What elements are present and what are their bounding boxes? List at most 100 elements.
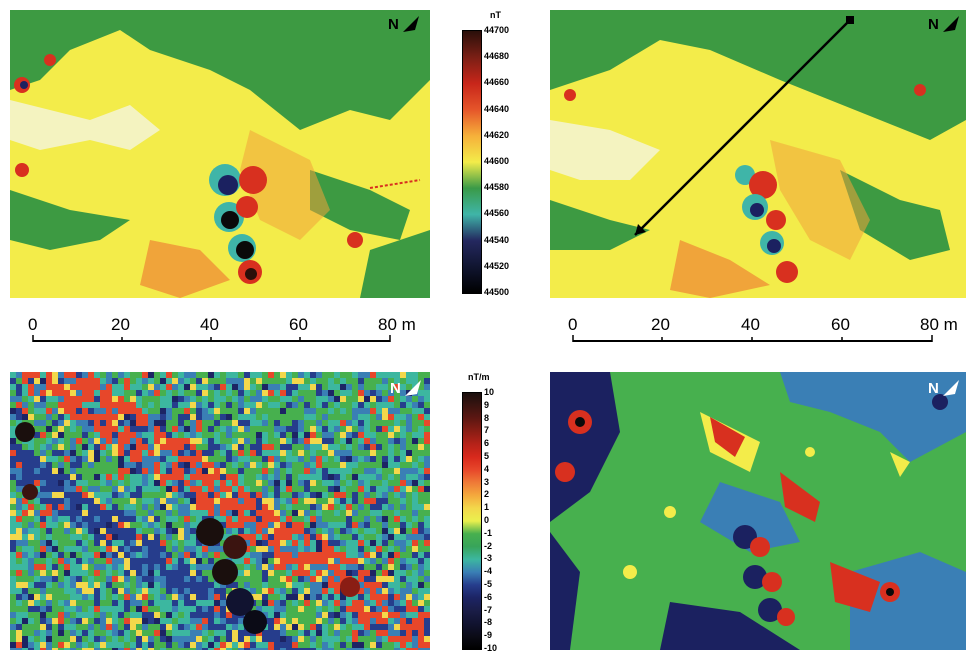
noise-cell xyxy=(376,474,382,480)
noise-cell xyxy=(58,426,64,432)
noise-cell xyxy=(28,450,34,456)
noise-cell xyxy=(136,504,142,510)
noise-cell xyxy=(70,462,76,468)
noise-cell xyxy=(70,426,76,432)
noise-cell xyxy=(376,528,382,534)
noise-cell xyxy=(106,510,112,516)
noise-cell xyxy=(76,390,82,396)
noise-cell xyxy=(196,564,202,570)
noise-cell xyxy=(256,468,262,474)
noise-cell xyxy=(424,642,430,648)
noise-cell xyxy=(64,402,70,408)
noise-cell xyxy=(358,612,364,618)
noise-cell xyxy=(424,546,430,552)
noise-cell xyxy=(316,474,322,480)
noise-cell xyxy=(424,600,430,606)
noise-cell xyxy=(358,522,364,528)
noise-cell xyxy=(370,504,376,510)
noise-cell xyxy=(316,636,322,642)
noise-cell xyxy=(208,630,214,636)
noise-cell xyxy=(226,612,232,618)
noise-cell xyxy=(100,558,106,564)
noise-cell xyxy=(322,372,328,378)
noise-cell xyxy=(166,480,172,486)
noise-cell xyxy=(346,528,352,534)
noise-cell xyxy=(142,618,148,624)
noise-cell xyxy=(100,630,106,636)
noise-cell xyxy=(76,546,82,552)
noise-cell xyxy=(124,492,130,498)
noise-cell xyxy=(178,486,184,492)
noise-cell xyxy=(340,636,346,642)
noise-cell xyxy=(148,456,154,462)
noise-cell xyxy=(292,432,298,438)
noise-cell xyxy=(46,408,52,414)
north-label-bottom-left: N xyxy=(390,379,401,397)
noise-cell xyxy=(82,564,88,570)
noise-cell xyxy=(190,552,196,558)
noise-cell xyxy=(16,600,22,606)
noise-cell xyxy=(388,528,394,534)
noise-cell xyxy=(328,408,334,414)
noise-cell xyxy=(256,600,262,606)
noise-cell xyxy=(34,462,40,468)
noise-cell xyxy=(100,522,106,528)
noise-cell xyxy=(406,492,412,498)
noise-cell xyxy=(262,516,268,522)
noise-cell xyxy=(196,648,202,650)
noise-cell xyxy=(334,612,340,618)
noise-cell xyxy=(346,504,352,510)
noise-cell xyxy=(274,390,280,396)
noise-cell xyxy=(316,642,322,648)
noise-cell xyxy=(166,372,172,378)
noise-cell xyxy=(142,594,148,600)
noise-cell xyxy=(292,474,298,480)
noise-cell xyxy=(424,618,430,624)
noise-cell xyxy=(334,438,340,444)
noise-cell xyxy=(82,390,88,396)
noise-cell xyxy=(130,492,136,498)
noise-cell xyxy=(346,390,352,396)
noise-cell xyxy=(346,480,352,486)
noise-cell xyxy=(262,444,268,450)
noise-cell xyxy=(334,480,340,486)
noise-cell xyxy=(172,582,178,588)
noise-cell xyxy=(76,618,82,624)
noise-cell xyxy=(112,402,118,408)
noise-cell xyxy=(130,462,136,468)
noise-cell xyxy=(184,474,190,480)
noise-cell xyxy=(94,570,100,576)
noise-cell xyxy=(28,384,34,390)
noise-cell xyxy=(418,468,424,474)
noise-cell xyxy=(304,642,310,648)
noise-cell xyxy=(124,606,130,612)
noise-cell xyxy=(190,612,196,618)
noise-cell xyxy=(178,582,184,588)
noise-cell xyxy=(322,576,328,582)
noise-cell xyxy=(412,474,418,480)
noise-cell xyxy=(286,498,292,504)
noise-cell xyxy=(268,600,274,606)
noise-cell xyxy=(22,480,28,486)
noise-cell xyxy=(244,468,250,474)
noise-cell xyxy=(178,504,184,510)
colorbar-tick-label: -9 xyxy=(484,630,493,641)
noise-cell xyxy=(244,522,250,528)
noise-cell xyxy=(424,582,430,588)
noise-cell xyxy=(118,546,124,552)
noise-cell xyxy=(214,648,220,650)
noise-cell xyxy=(46,522,52,528)
noise-cell xyxy=(34,456,40,462)
noise-cell xyxy=(406,558,412,564)
noise-cell xyxy=(232,630,238,636)
noise-cell xyxy=(370,570,376,576)
noise-cell xyxy=(376,390,382,396)
noise-cell xyxy=(412,546,418,552)
noise-cell xyxy=(76,492,82,498)
noise-cell xyxy=(46,432,52,438)
noise-cell xyxy=(208,402,214,408)
noise-cell xyxy=(424,612,430,618)
noise-cell xyxy=(232,438,238,444)
noise-cell xyxy=(16,486,22,492)
noise-cell xyxy=(376,522,382,528)
